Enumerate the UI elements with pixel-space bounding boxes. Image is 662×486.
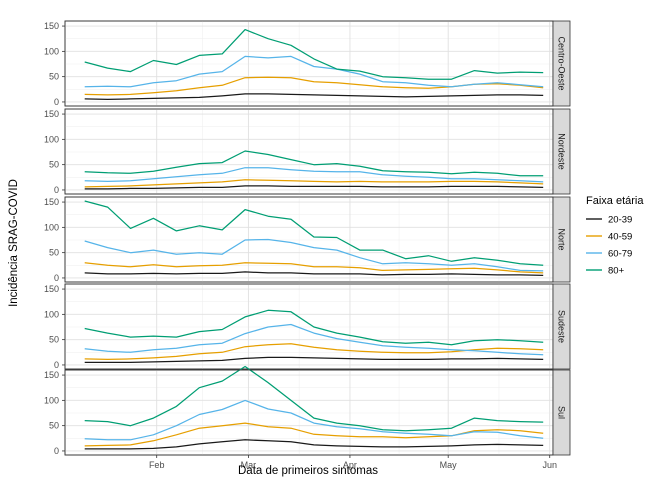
y-tick-label: 100	[44, 222, 59, 232]
y-tick-label: 0	[54, 97, 59, 107]
series-line-60-79	[84, 167, 544, 183]
legend-title: Faixa etária	[586, 195, 644, 207]
panel-norte: 0 50 100 150 Norte	[44, 196, 571, 283]
chart-panels: 0 50 100 150 Centro-Oeste 0 50 100 150 Nordeste 0 5…	[44, 20, 571, 456]
y-tick-label: 100	[44, 309, 59, 319]
series-line-40-59	[84, 262, 544, 274]
series-line-80+	[84, 150, 544, 177]
y-tick-label: 100	[44, 46, 59, 56]
y-tick-label: 150	[44, 197, 59, 207]
series-line-60-79	[84, 399, 544, 441]
x-axis: Feb Mar Apr May Jun	[149, 455, 557, 470]
panel-centro-oeste: 0 50 100 150 Centro-Oeste	[44, 20, 571, 107]
series-line-20-39	[84, 356, 544, 364]
facet-strip-label: Sul	[557, 406, 567, 419]
series-line-20-39	[84, 185, 544, 190]
legend-label: 60-79	[608, 249, 632, 260]
series-line-60-79	[84, 323, 544, 356]
series-line-80+	[84, 365, 544, 432]
series-line-20-39	[84, 439, 544, 450]
y-tick-label: 50	[49, 72, 59, 82]
panel-sudeste: 0 50 100 150 Sudeste	[44, 283, 571, 370]
series-line-20-39	[84, 93, 544, 101]
y-tick-label: 150	[44, 284, 59, 294]
x-tick-label: Feb	[149, 460, 165, 470]
y-axis-title: Incidência SRAG-COVID	[8, 179, 20, 307]
facet-strip	[552, 108, 571, 195]
y-tick-label: 0	[54, 360, 59, 370]
series-line-80+	[84, 200, 544, 266]
y-tick-label: 50	[49, 160, 59, 170]
panel-background	[64, 283, 554, 370]
legend-items: 20-39 40-59 60-79 80+	[586, 215, 632, 277]
y-tick-label: 150	[44, 370, 59, 380]
legend-label: 80+	[608, 266, 625, 277]
y-tick-label: 0	[54, 273, 59, 283]
legend-label: 40-59	[608, 232, 632, 243]
panel-sul: 0 50 100 150 Sul	[44, 365, 571, 456]
series-line-40-59	[84, 422, 544, 447]
facet-strip	[552, 369, 571, 456]
legend-item-80+: 80+	[586, 266, 625, 277]
legend-item-20-39: 20-39	[586, 215, 632, 226]
y-tick-label: 100	[44, 395, 59, 405]
y-tick-label: 0	[54, 185, 59, 195]
legend-item-60-79: 60-79	[586, 249, 632, 260]
legend: Faixa etária 20-39 40-59 60-79 80+	[586, 195, 644, 277]
legend-item-40-59: 40-59	[586, 232, 632, 243]
y-tick-label: 50	[49, 248, 59, 258]
facet-strip-label: Sudeste	[557, 310, 567, 343]
facet-strip	[552, 196, 571, 283]
facet-strip	[552, 283, 571, 370]
series-line-80+	[84, 309, 544, 346]
y-tick-label: 0	[54, 446, 59, 456]
y-tick-label: 100	[44, 134, 59, 144]
facet-strip-label: Norte	[557, 228, 567, 250]
y-tick-label: 50	[49, 421, 59, 431]
x-tick-label: May	[440, 460, 458, 470]
x-tick-label: Mar	[241, 460, 257, 470]
panel-nordeste: 0 50 100 150 Nordeste	[44, 108, 571, 195]
y-tick-label: 150	[44, 21, 59, 31]
x-tick-label: Apr	[343, 460, 357, 470]
facet-strip-label: Nordeste	[557, 133, 567, 170]
x-axis-title: Data de primeiros sintomas	[238, 465, 378, 477]
facet-strip-label: Centro-Oeste	[557, 36, 567, 90]
series-line-40-59	[84, 179, 544, 188]
legend-label: 20-39	[608, 215, 632, 226]
panel-background	[64, 369, 554, 456]
facet-strip	[552, 20, 571, 107]
series-line-80+	[84, 28, 544, 80]
y-tick-label: 50	[49, 335, 59, 345]
series-line-60-79	[84, 238, 544, 272]
x-tick-label: Jun	[542, 460, 557, 470]
series-line-20-39	[84, 271, 544, 277]
series-line-60-79	[84, 55, 544, 88]
y-tick-label: 150	[44, 109, 59, 119]
